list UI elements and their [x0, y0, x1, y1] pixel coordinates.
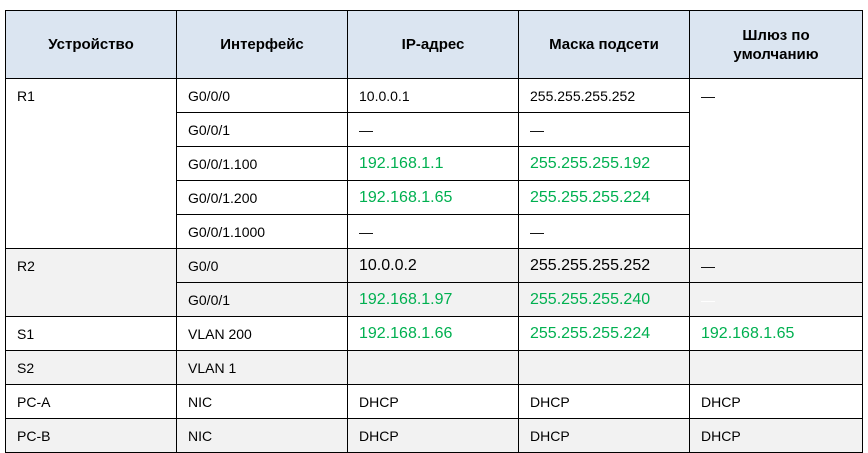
ip-cell: 10.0.0.1: [347, 78, 519, 113]
table-row: PC-A NIC DHCP DHCP DHCP: [5, 384, 863, 419]
table-row: G0/0/1.200 192.168.1.65 255.255.255.224: [6, 180, 863, 215]
interface-cell: G0/0: [176, 248, 348, 283]
ip-cell: 192.168.1.65: [347, 180, 519, 215]
header-ip-address: IP-адрес: [347, 10, 519, 79]
interface-cell: VLAN 1: [176, 350, 348, 385]
device-cell: R2: [5, 248, 177, 317]
table-row: S2 VLAN 1: [5, 350, 863, 385]
mask-cell: 255.255.255.240: [518, 282, 690, 317]
mask-cell: [518, 350, 690, 385]
ip-cell: 192.168.1.97: [347, 282, 519, 317]
gateway-cell: DHCP: [689, 384, 863, 419]
gateway-cell: —: [689, 248, 863, 283]
gateway-cell: DHCP: [689, 418, 863, 453]
mask-cell: DHCP: [518, 384, 690, 419]
table-row: S1 VLAN 200 192.168.1.66 255.255.255.224…: [5, 316, 863, 351]
table-row: G0/0/1.100 192.168.1.1 255.255.255.192: [6, 146, 863, 181]
ip-cell: —: [347, 214, 519, 249]
gateway-cell: 192.168.1.65: [689, 316, 863, 351]
interface-cell: G0/0/1.200: [176, 180, 348, 215]
mask-cell: —: [518, 112, 690, 147]
header-subnet-mask: Маска подсети: [518, 10, 690, 79]
header-interface: Интерфейс: [176, 10, 348, 79]
table-row: G0/0/1.1000 — —: [6, 214, 863, 249]
header-default-gateway: Шлюз по умолчанию: [689, 10, 863, 79]
mask-cell: 255.255.255.252: [518, 78, 690, 113]
ip-cell: 192.168.1.1: [347, 146, 519, 181]
interface-cell: G0/0/1.1000: [176, 214, 348, 249]
mask-cell: 255.255.255.192: [518, 146, 690, 181]
device-cell: R1: [5, 78, 177, 249]
mask-cell: 255.255.255.224: [518, 316, 690, 351]
interface-cell: NIC: [176, 418, 348, 453]
mask-cell: —: [518, 214, 690, 249]
header-device: Устройство: [5, 10, 177, 79]
ip-cell: DHCP: [347, 418, 519, 453]
table-row: R1 G0/0/0 10.0.0.1 255.255.255.252 —: [5, 78, 863, 249]
gateway-cell: —: [689, 282, 863, 317]
table-row: PC-B NIC DHCP DHCP DHCP: [5, 418, 863, 453]
header-row: Устройство Интерфейс IP-адрес Маска подс…: [5, 10, 863, 79]
ip-cell: 192.168.1.66: [347, 316, 519, 351]
mask-cell: 255.255.255.252: [518, 248, 690, 283]
interface-cell: G0/0/1: [176, 112, 348, 147]
ip-cell: —: [347, 112, 519, 147]
interface-cell: NIC: [176, 384, 348, 419]
table-row: G0/0/1 192.168.1.97 255.255.255.240 —: [6, 282, 863, 317]
device-cell: S1: [5, 316, 177, 351]
gateway-cell: [689, 350, 863, 385]
interface-cell: G0/0/0: [176, 78, 348, 113]
ip-cell: DHCP: [347, 384, 519, 419]
ip-cell: 10.0.0.2: [347, 248, 519, 283]
ip-cell: [347, 350, 519, 385]
addressing-table: Устройство Интерфейс IP-адрес Маска подс…: [5, 10, 863, 453]
interface-cell: VLAN 200: [176, 316, 348, 351]
table-row: R2 G0/0 10.0.0.2 255.255.255.252 —: [5, 248, 863, 317]
interface-cell: G0/0/1.100: [176, 146, 348, 181]
table-row: G0/0/1 — —: [6, 112, 863, 147]
mask-cell: DHCP: [518, 418, 690, 453]
mask-cell: 255.255.255.224: [518, 180, 690, 215]
device-cell: S2: [5, 350, 177, 385]
device-cell: PC-A: [5, 384, 177, 419]
addressing-table-container: Устройство Интерфейс IP-адрес Маска подс…: [5, 10, 863, 453]
interface-cell: G0/0/1: [176, 282, 348, 317]
gateway-cell: —: [689, 78, 863, 249]
device-cell: PC-B: [5, 418, 177, 453]
